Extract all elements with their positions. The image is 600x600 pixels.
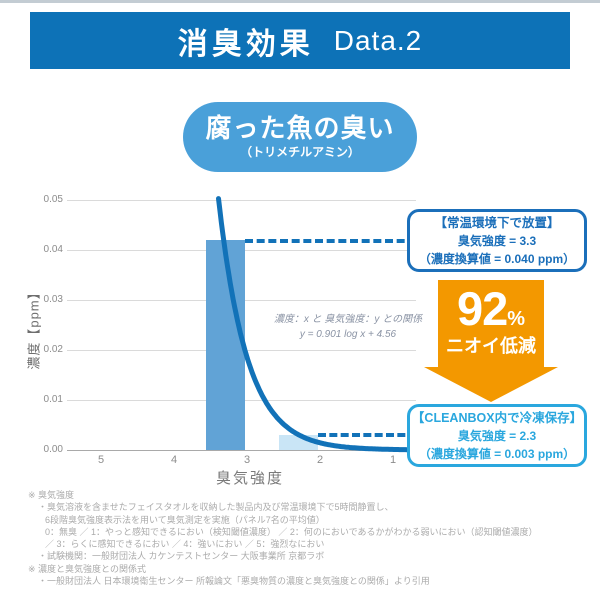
reduction-arrow-point	[424, 367, 558, 402]
y-tick: 0.01	[43, 394, 63, 405]
bar-0	[205, 240, 245, 450]
footnotes: ※ 臭気強度 ・臭気溶液を含ませたフェイスタオルを収納した製品内及び常温環境下で…	[28, 489, 588, 587]
bar-1	[278, 435, 318, 450]
x-axis-title: 臭気強度	[215, 470, 284, 487]
callout-ambient-converted: （濃度換算値 = 0.040 ppm）	[418, 251, 576, 266]
callout-ambient-title: 【常温環境下で放置】	[434, 215, 560, 230]
y-tick: 0.05	[43, 194, 63, 205]
x-tick: 2	[316, 454, 324, 466]
reduction-arrow-body	[438, 280, 544, 367]
y-tick: 0.02	[43, 344, 63, 355]
callout-ambient-intensity: 臭気強度 = 3.3	[457, 233, 537, 248]
callout-cleanbox-title: 【CLEANBOX内で冷凍保存】	[411, 410, 583, 425]
reduction-value: 92	[456, 282, 508, 335]
footnote-line: 0：無臭 ／ 1：やっと感知できるにおい（検知閾値濃度） ／ 2：何のにおいであ…	[45, 526, 538, 537]
equation-annotation: 濃度：x と 臭気強度：y との関係 y = 0.901 log x + 4.5…	[263, 312, 433, 342]
reduction-text: 92% ニオイ低減	[424, 284, 558, 358]
y-tick: 0.00	[43, 444, 63, 455]
leader-dashed-line-cleanbox	[318, 433, 428, 437]
callout-ambient: 【常温環境下で放置】 臭気強度 = 3.3 （濃度換算値 = 0.040 ppm…	[407, 209, 587, 272]
footnote-line: ／ 3：らくに感知できるにおい ／ 4：強いにおい ／ 5：強烈なにおい	[45, 539, 325, 550]
x-tick: 1	[389, 454, 397, 466]
footnote-heading-1: ※ 臭気強度	[28, 490, 75, 500]
y-tick: 0.03	[43, 294, 63, 305]
x-axis-line	[67, 450, 416, 451]
reduction-label: ニオイ低減	[446, 336, 536, 356]
footnote-line: ・試験機関：一般財団法人 カケンテストセンター 大阪事業所 京都ラボ	[38, 551, 325, 562]
data-number-label: Data.2	[333, 24, 423, 56]
callout-cleanbox: 【CLEANBOX内で冷凍保存】 臭気強度 = 2.3 （濃度換算値 = 0.0…	[407, 404, 587, 467]
top-edge-strip	[0, 0, 600, 3]
footnote-heading-2: ※ 濃度と臭気強度との関係式	[28, 563, 146, 574]
odor-chemical: （トリメチルアミン）	[240, 145, 360, 159]
callout-cleanbox-converted: （濃度換算値 = 0.003 ppm）	[418, 446, 576, 461]
leader-dashed-line-ambient	[245, 239, 428, 243]
x-tick: 3	[243, 454, 251, 466]
equation-relation-note: 濃度：x と 臭気強度：y との関係	[273, 314, 423, 325]
header-banner: 消臭効果 Data.2	[30, 12, 570, 69]
reduction-unit: %	[507, 308, 526, 330]
footnote-line: 6段階臭気強度表示法を用いて臭気測定を実施（パネル7名の平均値）	[45, 514, 325, 525]
footnote-line: ・臭気溶液を含ませたフェイスタオルを収納した製品内及び常温環境下で5時間静置し、	[38, 502, 394, 513]
odor-name: 腐った魚の臭い	[205, 113, 395, 143]
y-tick: 0.04	[43, 244, 63, 255]
gridline-0.05	[67, 200, 416, 201]
y-axis-title: 濃度【ppm】	[26, 285, 42, 370]
x-tick: 4	[170, 454, 178, 466]
page-title: 消臭効果	[177, 27, 314, 61]
footnote-line: ・一般財団法人 日本環境衛生センター 所報論文「悪臭物質の濃度と臭気強度との関係…	[38, 576, 430, 587]
reduction-arrow: 92% ニオイ低減	[424, 280, 558, 402]
callout-cleanbox-intensity: 臭気強度 = 2.3	[457, 428, 537, 443]
x-tick: 5	[97, 454, 105, 466]
odor-subject-pill: 腐った魚の臭い （トリメチルアミン）	[183, 102, 417, 172]
equation-formula: y = 0.901 log x + 4.56	[299, 329, 397, 340]
